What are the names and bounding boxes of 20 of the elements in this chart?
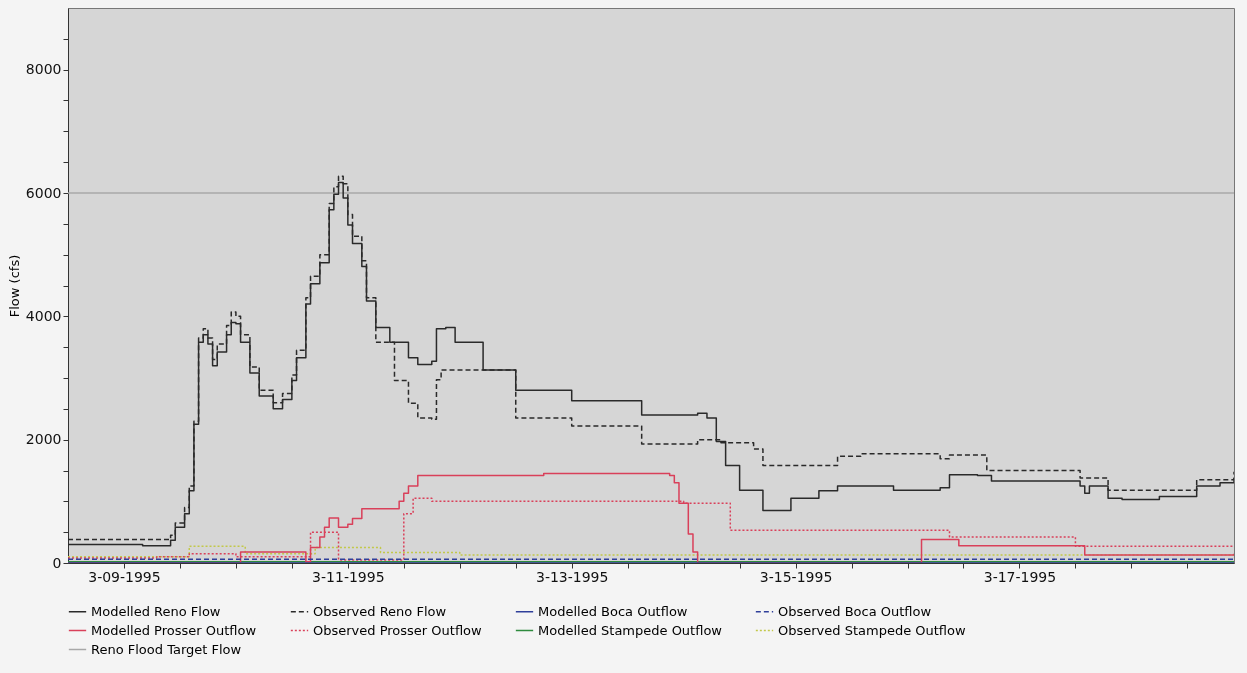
- legend-label: Modelled Reno Flow: [91, 603, 221, 619]
- legend-label: Observed Stampede Outflow: [778, 622, 966, 638]
- y-tick-label: 4000: [25, 307, 62, 324]
- legend-label: Modelled Prosser Outflow: [91, 622, 257, 638]
- y-tick-label: 0: [52, 554, 62, 571]
- y-tick-label: 8000: [25, 61, 62, 78]
- x-tick-label: 3-15-1995: [759, 568, 833, 585]
- x-tick-label: 3-09-1995: [88, 568, 161, 585]
- legend-label: Modelled Boca Outflow: [538, 603, 688, 619]
- x-tick-label: 3-13-1995: [535, 568, 609, 585]
- x-tick-label: 3-17-1995: [983, 568, 1057, 585]
- legend-label: Observed Boca Outflow: [778, 603, 932, 619]
- y-tick-label: 2000: [25, 431, 62, 448]
- legend-label: Observed Reno Flow: [313, 603, 447, 619]
- x-tick-label: 3-11-1995: [312, 568, 385, 585]
- legend-label: Modelled Stampede Outflow: [538, 622, 723, 638]
- y-tick-label: 6000: [25, 184, 62, 201]
- legend-label: Observed Prosser Outflow: [313, 622, 483, 638]
- y-axis-title: Flow (cfs): [6, 254, 22, 318]
- legend-label: Reno Flood Target Flow: [91, 641, 242, 657]
